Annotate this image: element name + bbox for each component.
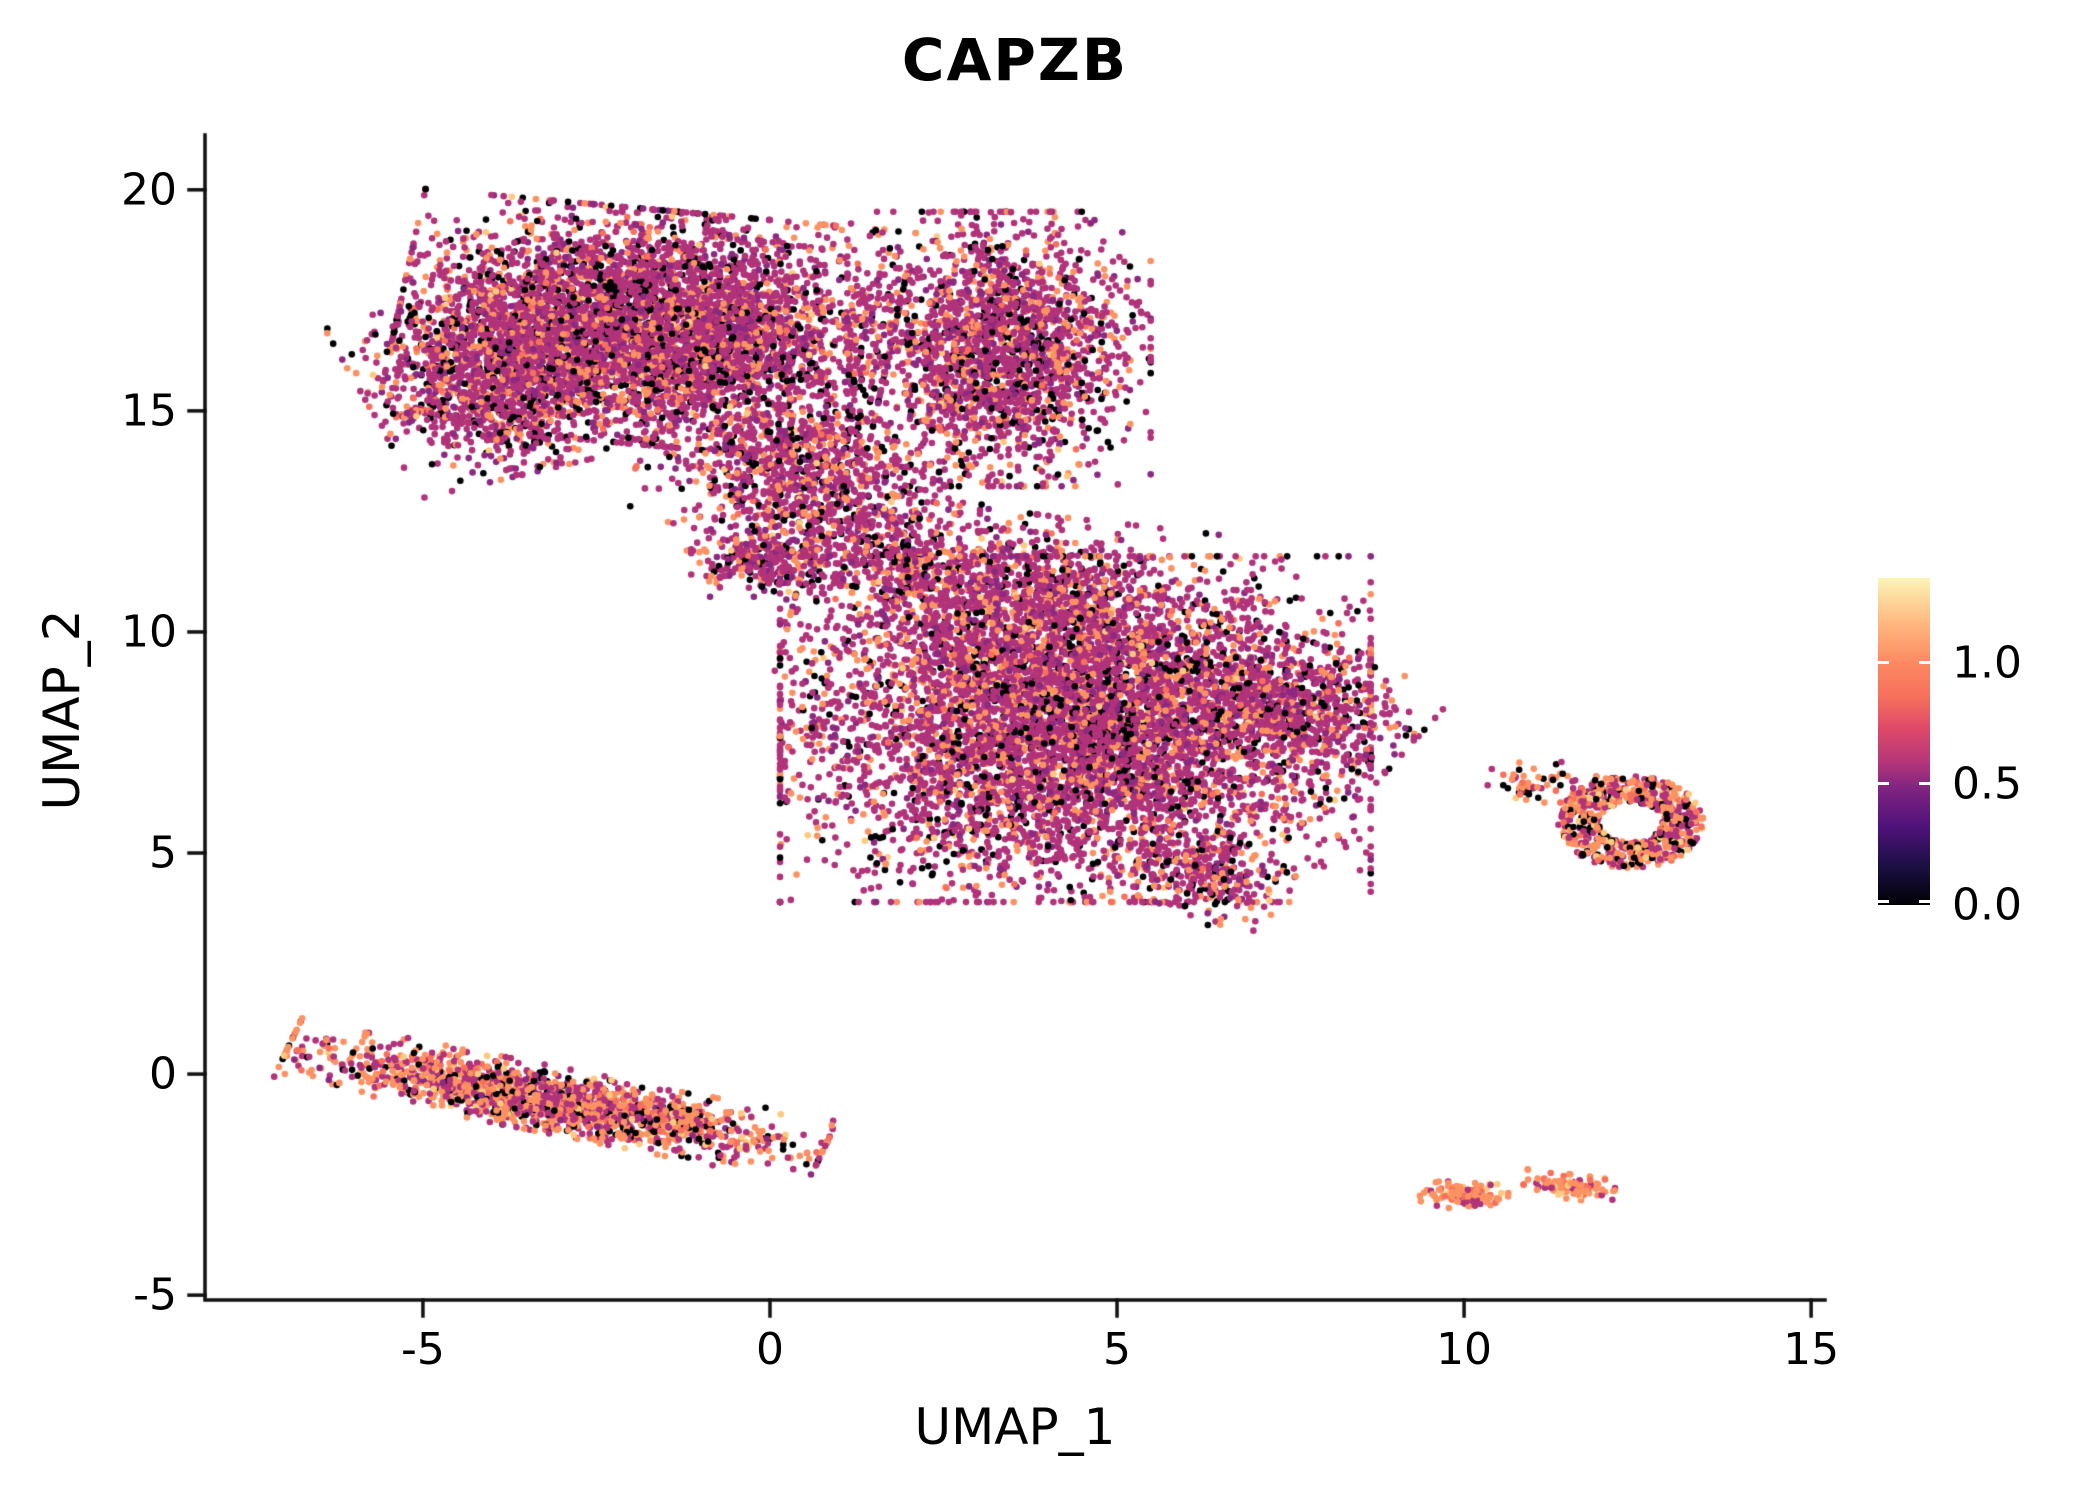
y-tick-label: 15	[121, 385, 177, 437]
y-tick-label: -5	[133, 1269, 177, 1321]
colorbar-tick	[1878, 900, 1889, 903]
x-tick-label: -5	[401, 1324, 445, 1375]
y-tick-label: 5	[149, 827, 177, 879]
colorbar-tick-label: 1.0	[1952, 637, 2022, 689]
y-axis-label: UMAP_2	[33, 609, 91, 811]
x-tick-label: 5	[1103, 1324, 1132, 1375]
x-tick-label: 0	[755, 1324, 784, 1375]
colorbar-gradient	[1878, 578, 1930, 905]
colorbar-tick	[1919, 782, 1930, 786]
y-tick-label: 0	[149, 1048, 177, 1100]
colorbar-tick	[1878, 661, 1889, 665]
colorbar-tick	[1878, 782, 1889, 786]
x-tick-label: 10	[1436, 1324, 1493, 1375]
y-tick-label: 10	[121, 606, 177, 658]
x-tick-label: 15	[1783, 1324, 1840, 1375]
colorbar-tick	[1919, 900, 1930, 903]
chart-title: CAPZB	[901, 26, 1129, 94]
y-tick-label: 20	[121, 164, 177, 216]
colorbar-tick-label: 0.5	[1952, 758, 2022, 810]
x-axis-label: UMAP_1	[914, 1398, 1116, 1456]
colorbar-tick-label: 0.0	[1952, 879, 2022, 931]
colorbar-tick	[1919, 661, 1930, 665]
